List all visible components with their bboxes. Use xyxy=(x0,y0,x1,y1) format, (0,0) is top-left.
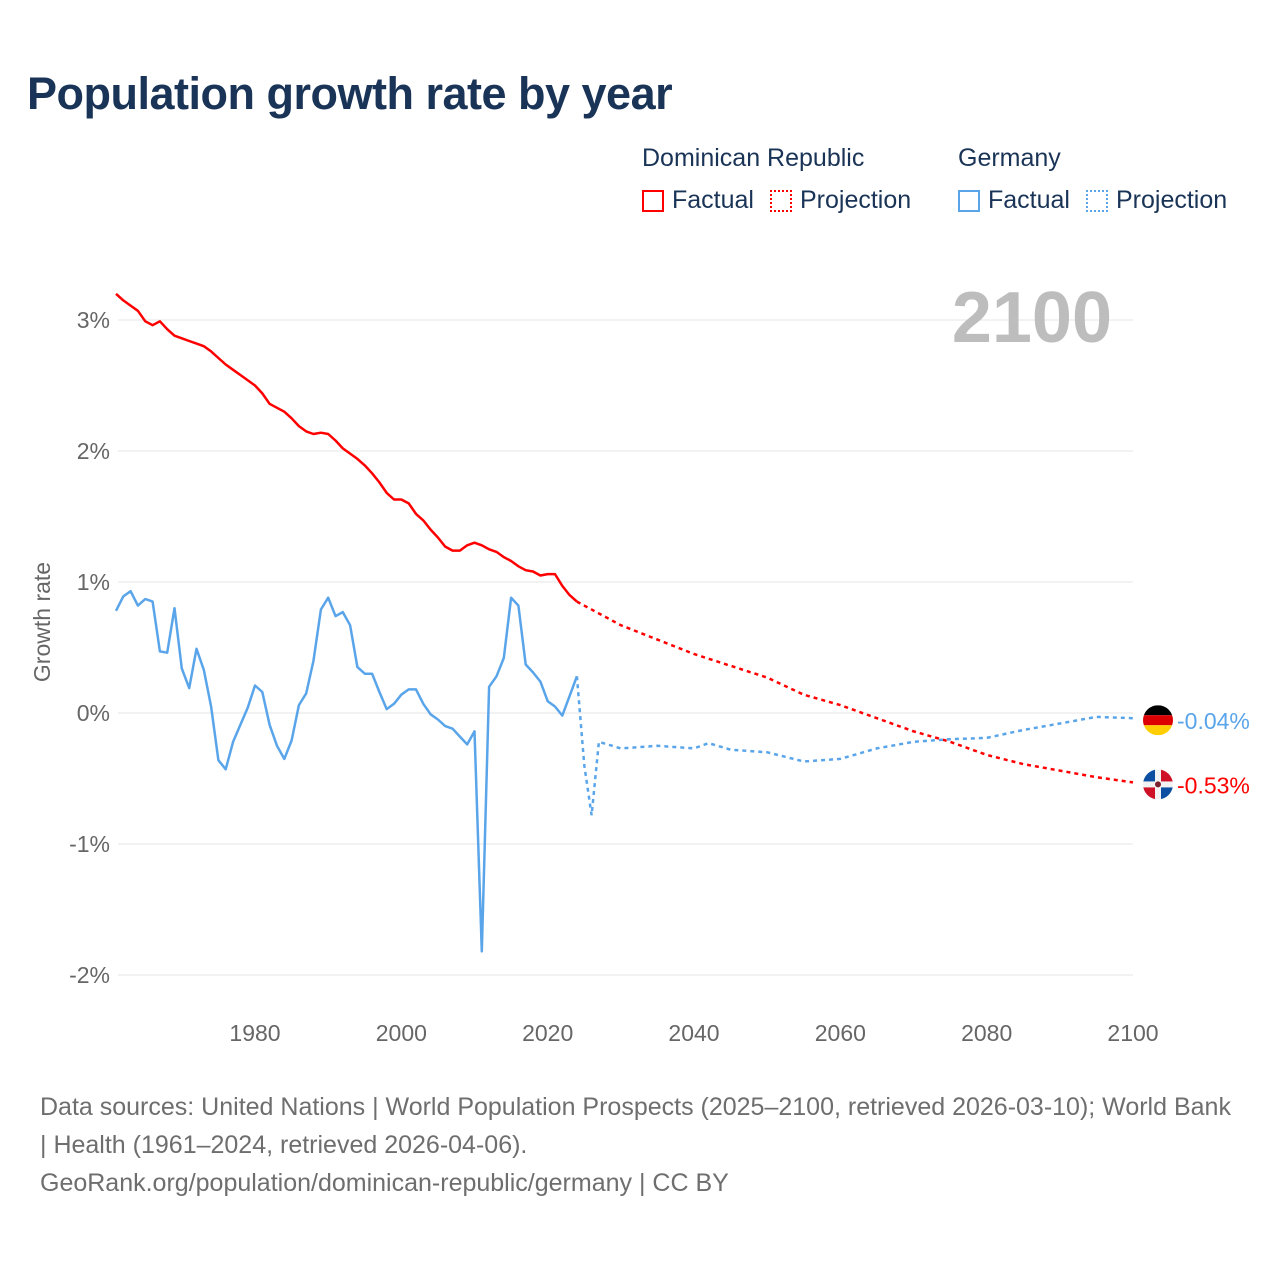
solid-swatch-icon xyxy=(642,189,664,212)
germany-flag-icon xyxy=(1143,705,1173,736)
chart-title: Population growth rate by year xyxy=(27,68,673,119)
solid-swatch-icon xyxy=(958,189,980,212)
legend-item-factual[interactable]: Factual xyxy=(958,186,1070,215)
x-tick-label: 2040 xyxy=(668,1020,719,1046)
x-tick-label: 2020 xyxy=(522,1020,573,1046)
flag-quarter xyxy=(1143,787,1155,800)
data-sources: Data sources: United Nations | World Pop… xyxy=(40,1093,1231,1159)
legend-item-projection[interactable]: Projection xyxy=(1085,186,1228,215)
flag-stripe xyxy=(1143,705,1173,716)
y-tick-label: 3% xyxy=(77,307,110,333)
dominican-republic-factual-line xyxy=(115,292,578,603)
flag-quarter xyxy=(1161,769,1173,782)
legend-germany: Germany Factual Projection xyxy=(958,144,1243,215)
dotted-swatch-icon xyxy=(1085,189,1108,212)
flag-quarter xyxy=(1143,769,1155,782)
germany-projection-line xyxy=(575,676,1134,816)
year-watermark: 2100 xyxy=(952,278,1112,358)
attribution-link[interactable]: GeoRank.org/population/dominican-republi… xyxy=(40,1169,729,1197)
line-chart: 3% 2% 1% 0% -1% -2% 1980 2000 2020 2040 2060 2080 21… xyxy=(29,278,1250,1046)
dominican-republic-flag-icon xyxy=(1143,769,1173,800)
y-tick-label: -2% xyxy=(69,962,110,988)
y-tick-label: 0% xyxy=(77,700,110,726)
dominican-republic-projection-line xyxy=(576,600,1134,784)
dotted-swatch-icon xyxy=(769,189,792,212)
x-tick-label: 2100 xyxy=(1107,1020,1158,1046)
footer: Data sources: United Nations | World Pop… xyxy=(40,1088,1240,1202)
dominican-republic-end-label: -0.53% xyxy=(1177,772,1250,798)
x-tick-label: 2060 xyxy=(815,1020,866,1046)
flag-emblem xyxy=(1155,781,1161,788)
flag-body xyxy=(1143,769,1173,800)
germany-factual-line xyxy=(114,589,579,953)
legend-label: Projection xyxy=(799,186,912,214)
legend-label: Projection xyxy=(1115,186,1228,214)
flag-body xyxy=(1143,705,1173,736)
legend-group-label: Dominican Republic xyxy=(642,144,865,172)
flag-stripe xyxy=(1143,725,1173,736)
legend-item-factual[interactable]: Factual xyxy=(642,186,754,215)
germany-end-label: -0.04% xyxy=(1177,708,1250,734)
legend-group-label: Germany xyxy=(958,144,1061,172)
legend-item-projection[interactable]: Projection xyxy=(769,186,912,215)
x-tick-label: 1980 xyxy=(229,1020,280,1046)
x-tick-label: 2080 xyxy=(961,1020,1012,1046)
y-tick-label: 2% xyxy=(77,438,110,464)
legend-dominican-republic: Dominican Republic Factual Projection xyxy=(642,144,927,215)
x-tick-label: 2000 xyxy=(376,1020,427,1046)
flag-stripe xyxy=(1143,715,1173,726)
y-tick-label: 1% xyxy=(77,569,110,595)
y-axis-label: Growth rate xyxy=(29,562,55,682)
y-tick-label: -1% xyxy=(69,831,110,857)
legend-label: Factual xyxy=(988,186,1070,214)
flag-quarter xyxy=(1161,787,1173,800)
legend-label: Factual xyxy=(672,186,754,214)
